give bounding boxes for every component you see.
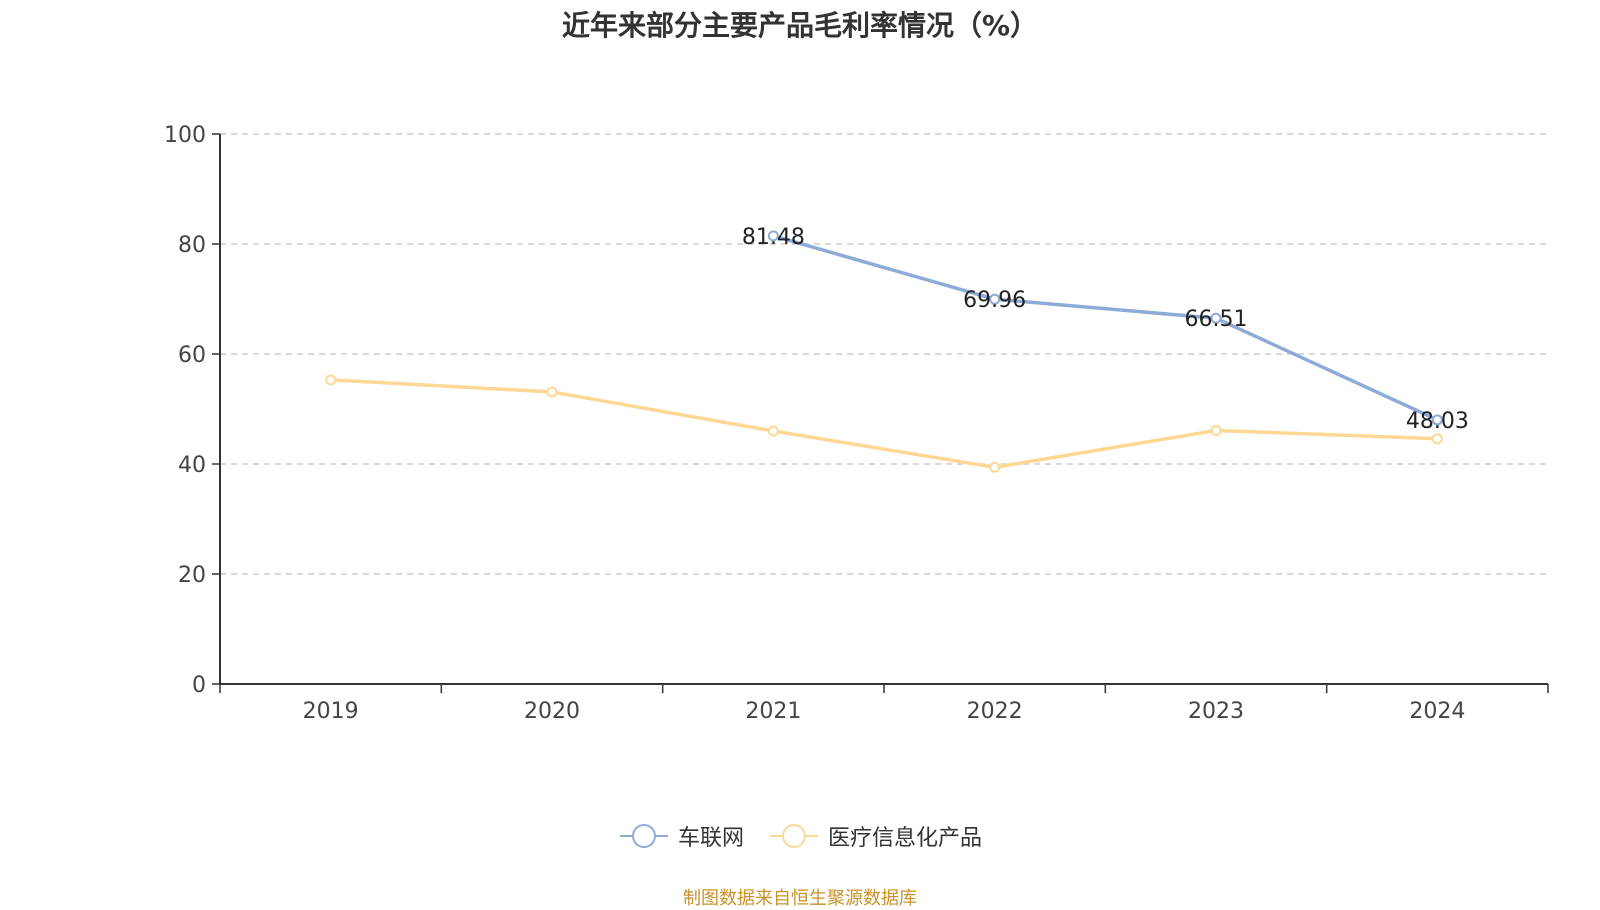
y-tick-label-0: 0 [192,673,206,698]
legend: 车联网 医疗信息化产品 [0,820,1600,852]
y-tick-label-20: 20 [178,563,206,588]
legend-symbol-series-1-icon [619,824,668,848]
data-label-series-1-2023: 66.51 [1185,307,1248,332]
x-tick-label-2019: 2019 [303,699,359,724]
data-point-series-2-2022 [989,461,1001,473]
data-point-series-1-2023 [1210,312,1222,324]
line-chart: 0 20 40 60 80 100 2019 2020 2021 2022 2023 2024 81.4… [164,123,1549,724]
x-tick-label-2020: 2020 [524,699,580,724]
legend-item-series-1[interactable]: 车联网 [618,820,744,852]
legend-label-series-1: 车联网 [677,826,744,851]
series-line-2 [328,378,1440,470]
legend-symbol-series-2-icon [770,824,818,848]
x-tick-label-2022: 2022 [967,699,1023,724]
source-note: 制图数据来自恒生聚源数据库 [683,888,917,909]
chart-title: 近年来部分主要产品毛利率情况（%） [561,9,1039,42]
data-point-series-1-2022 [989,293,1001,305]
legend-label-series-2: 医疗信息化产品 [828,826,983,851]
data-point-series-2-2020 [546,386,558,398]
x-tick-label-2021: 2021 [745,699,801,724]
data-point-series-1-2024 [1431,414,1443,426]
x-tick-label-2024: 2024 [1409,699,1465,724]
data-point-series-2-2024 [1431,433,1443,445]
y-tick-label-100: 100 [164,123,206,148]
series-line-1 [771,234,1440,422]
data-label-series-1-2022: 69.96 [963,288,1026,313]
x-tick-label-2023: 2023 [1188,699,1244,724]
data-point-series-2-2019 [325,374,337,386]
data-point-series-2-2021 [767,425,779,437]
y-tick-label-40: 40 [178,453,206,478]
data-label-series-1-2021: 81.48 [742,225,805,250]
data-point-series-2-2023 [1210,424,1222,436]
data-point-series-1-2021 [767,230,779,242]
data-label-series-1-2024: 48.03 [1406,409,1469,434]
legend-item-series-2[interactable]: 医疗信息化产品 [768,820,982,852]
y-tick-label-60: 60 [178,343,206,368]
y-tick-label-80: 80 [178,233,206,258]
